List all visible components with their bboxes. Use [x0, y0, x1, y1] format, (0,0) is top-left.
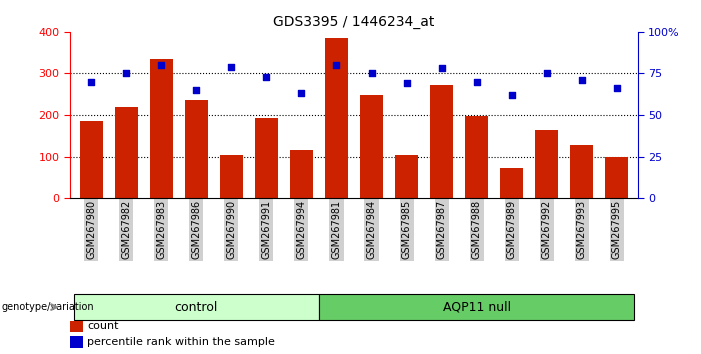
Bar	[185, 101, 207, 198]
Bar	[536, 130, 558, 198]
Bar	[220, 155, 243, 198]
Point	[191, 87, 202, 93]
Point	[226, 64, 237, 70]
Title: GDS3395 / 1446234_at: GDS3395 / 1446234_at	[273, 16, 435, 29]
Point	[471, 79, 482, 85]
Bar	[115, 107, 137, 198]
Point	[296, 91, 307, 96]
Bar	[150, 59, 172, 198]
Bar	[465, 116, 488, 198]
Bar	[430, 85, 453, 198]
Bar	[395, 155, 418, 198]
Bar	[501, 168, 523, 198]
Bar	[325, 38, 348, 198]
Point	[541, 71, 552, 76]
Bar	[571, 145, 593, 198]
Point	[436, 65, 447, 71]
Point	[366, 71, 377, 76]
Point	[86, 79, 97, 85]
Text: control: control	[175, 301, 218, 314]
Point	[121, 71, 132, 76]
Bar	[255, 118, 278, 198]
Bar	[606, 156, 628, 198]
Point	[506, 92, 517, 98]
Point	[331, 62, 342, 68]
Point	[401, 81, 412, 86]
Point	[156, 62, 167, 68]
Bar	[360, 95, 383, 198]
Text: genotype/variation: genotype/variation	[1, 302, 94, 312]
Point	[261, 74, 272, 80]
Bar	[70, 336, 83, 348]
Text: count: count	[87, 321, 118, 331]
Bar	[290, 150, 313, 198]
Text: percentile rank within the sample: percentile rank within the sample	[87, 337, 275, 347]
Text: AQP11 null: AQP11 null	[442, 301, 511, 314]
Point	[576, 77, 587, 83]
Point	[611, 86, 622, 91]
Bar	[80, 121, 102, 198]
Bar	[70, 320, 83, 332]
